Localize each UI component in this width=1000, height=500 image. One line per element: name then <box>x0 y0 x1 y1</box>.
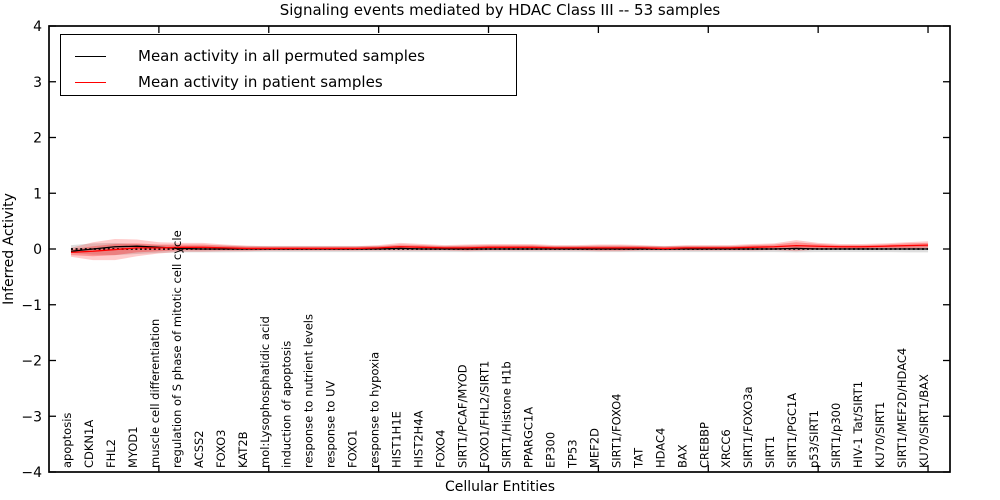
entity-label: HIV-1 Tat/SIRT1 <box>851 381 865 468</box>
entity-label: mol:Lysophosphatidic acid <box>258 316 272 468</box>
legend-item-permuted: Mean activity in all permuted samples <box>75 44 516 68</box>
entity-label: SIRT1 <box>763 436 777 468</box>
y-tick-label: 0 <box>33 242 42 258</box>
entity-label: PPARGC1A <box>521 407 535 468</box>
entity-label: induction of apoptosis <box>280 341 294 468</box>
entity-label: muscle cell differentiation <box>148 319 162 468</box>
entity-label: BAX <box>675 444 689 468</box>
entity-label: HIST2H4A <box>412 410 426 468</box>
entity-label: XRCC6 <box>719 429 733 468</box>
entity-label: response to UV <box>324 380 338 468</box>
legend-label-permuted: Mean activity in all permuted samples <box>138 47 425 65</box>
y-tick-label: −3 <box>21 409 42 425</box>
y-tick-label: −2 <box>21 354 42 370</box>
red-line-swatch-icon <box>75 81 106 83</box>
entity-label: MYOD1 <box>126 426 140 468</box>
chart-title: Signaling events mediated by HDAC Class … <box>279 1 721 19</box>
entity-label: SIRT1/PCAF/MYOD <box>456 364 470 468</box>
series-line-patient <box>70 244 929 253</box>
y-axis-label: Inferred Activity <box>1 193 17 305</box>
entity-label: FOXO1/FHL2/SIRT1 <box>478 361 492 468</box>
entity-label: SIRT1/PGC1A <box>785 393 799 468</box>
y-tick-label: 4 <box>33 19 42 35</box>
y-tick-label: 1 <box>33 186 42 202</box>
entity-label: SIRT1/p300 <box>829 403 843 468</box>
entity-label: HIST1H1E <box>390 411 404 468</box>
entity-label: TAT <box>631 447 645 469</box>
entity-label: p53/SIRT1 <box>807 410 821 468</box>
entity-label: FHL2 <box>104 439 118 468</box>
y-tick-label: 3 <box>33 75 42 91</box>
entity-label: HDAC4 <box>653 428 667 468</box>
entity-label: SIRT1/FOXO3a <box>741 386 755 468</box>
entity-label: CREBBP <box>697 422 711 468</box>
entity-label: FOXO4 <box>434 430 448 468</box>
entity-label: ACSS2 <box>192 430 206 468</box>
entity-label: SIRT1/FOXO4 <box>609 393 623 468</box>
entity-label: regulation of S phase of mitotic cell cy… <box>170 230 184 468</box>
legend-label-patient: Mean activity in patient samples <box>138 73 383 91</box>
black-line-swatch-icon <box>75 55 106 57</box>
entity-label: TP53 <box>565 439 579 469</box>
entity-label: EP300 <box>543 432 557 468</box>
entity-label: KU70/SIRT1 <box>873 402 887 468</box>
y-tick-label: 2 <box>33 131 42 147</box>
entity-label: KAT2B <box>236 431 250 468</box>
x-axis-label: Cellular Entities <box>444 479 556 495</box>
entity-label: CDKN1A <box>82 420 96 468</box>
entity-label: FOXO3 <box>214 430 228 468</box>
entity-label: SIRT1/MEF2D/HDAC4 <box>895 348 909 468</box>
y-tick-label: −4 <box>21 465 42 481</box>
entity-label: FOXO1 <box>346 430 360 468</box>
entity-label: MEF2D <box>587 428 601 468</box>
entity-label: KU70/SIRT1/BAX <box>917 374 931 468</box>
entity-label: response to hypoxia <box>368 352 382 468</box>
legend-item-patient: Mean activity in patient samples <box>75 70 516 94</box>
legend-box: Mean activity in all permuted samples Me… <box>60 34 517 96</box>
entity-label: apoptosis <box>60 413 74 468</box>
entity-label: SIRT1/Histone H1b <box>499 361 513 468</box>
y-tick-label: −1 <box>21 298 42 314</box>
entity-label: response to nutrient levels <box>302 314 316 468</box>
